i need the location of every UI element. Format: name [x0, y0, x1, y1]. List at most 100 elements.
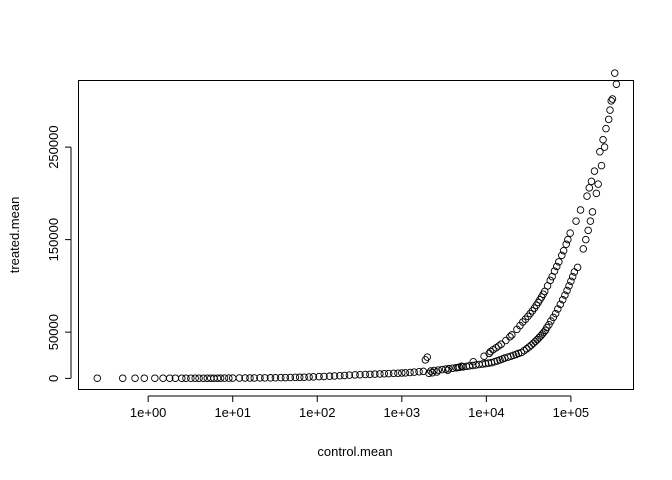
- y-tick-label: 150000: [46, 218, 61, 261]
- data-point: [356, 370, 364, 379]
- data-points: [93, 69, 621, 382]
- data-point: [225, 374, 233, 382]
- data-point: [394, 369, 402, 377]
- data-point: [380, 370, 389, 378]
- data-point: [545, 320, 553, 329]
- data-point: [410, 368, 418, 376]
- data-point: [325, 372, 334, 380]
- x-tick-label: 1e+00: [130, 405, 167, 420]
- data-point: [330, 372, 339, 380]
- plot-frame: [78, 80, 634, 390]
- data-point: [525, 343, 533, 351]
- data-point: [547, 317, 555, 325]
- data-point: [562, 240, 570, 248]
- data-point: [457, 362, 466, 370]
- data-point: [315, 372, 323, 381]
- x-tick-label: 1e+03: [384, 405, 421, 420]
- data-point: [494, 342, 503, 350]
- data-point: [425, 369, 433, 378]
- data-point: [309, 373, 318, 381]
- data-point: [480, 352, 488, 360]
- data-point: [522, 345, 531, 353]
- data-point: [182, 374, 190, 382]
- data-point: [398, 369, 406, 377]
- data-point: [131, 374, 139, 382]
- data-point: [159, 374, 167, 382]
- data-point: [433, 368, 441, 376]
- x-tick-label: 1e+01: [214, 405, 251, 420]
- data-point: [93, 374, 102, 382]
- data-point: [241, 374, 249, 382]
- data-point: [389, 369, 398, 378]
- data-point: [140, 374, 149, 382]
- data-point: [428, 369, 437, 377]
- data-point: [256, 374, 264, 382]
- y-tick-label: 50000: [46, 314, 61, 350]
- x-axis-label: control.mean: [317, 444, 392, 459]
- data-point: [216, 374, 225, 382]
- x-axis: 1e+00 1e+01 1e+02 1e+03 1e+04 1e+05: [130, 395, 590, 420]
- data-point: [118, 374, 127, 382]
- data-point: [594, 180, 602, 188]
- data-point: [608, 95, 617, 103]
- x-tick-label: 1e+02: [299, 405, 336, 420]
- data-point: [610, 69, 619, 77]
- data-point: [587, 177, 596, 186]
- y-tick-label: 250000: [46, 125, 61, 168]
- data-point: [546, 276, 555, 285]
- data-point: [320, 372, 328, 381]
- data-point: [573, 263, 582, 272]
- data-point: [585, 184, 594, 192]
- data-point: [519, 318, 527, 326]
- data-point: [597, 161, 606, 170]
- data-point: [555, 258, 563, 266]
- data-point: [361, 370, 370, 379]
- data-point: [561, 291, 569, 299]
- data-point: [415, 367, 423, 376]
- y-axis-label: treated.mean: [7, 197, 22, 274]
- data-point: [508, 331, 516, 339]
- data-point: [291, 373, 300, 382]
- data-point: [295, 373, 304, 382]
- data-point: [558, 296, 567, 304]
- data-point: [588, 208, 597, 216]
- data-point: [583, 192, 591, 200]
- data-point: [266, 374, 275, 382]
- data-point: [504, 353, 512, 361]
- data-point: [556, 300, 565, 309]
- data-point: [568, 272, 577, 281]
- data-point: [502, 336, 510, 345]
- data-point: [599, 135, 607, 144]
- data-point: [235, 374, 244, 382]
- x-tick-label: 1e+04: [468, 405, 505, 420]
- data-point: [486, 347, 495, 356]
- data-point: [445, 364, 453, 373]
- data-point: [261, 374, 269, 382]
- data-point: [564, 235, 572, 244]
- data-point: [550, 267, 559, 275]
- data-point: [366, 370, 374, 379]
- data-point: [277, 373, 285, 382]
- data-point: [281, 373, 290, 382]
- data-point: [552, 262, 561, 271]
- y-axis: 0 50000 150000 250000: [46, 125, 72, 382]
- x-tick-label: 1e+05: [553, 405, 590, 420]
- data-point: [592, 189, 601, 198]
- data-point: [584, 226, 592, 235]
- data-point: [607, 97, 615, 105]
- data-point: [165, 374, 174, 382]
- data-point: [286, 373, 295, 382]
- data-point: [520, 346, 528, 355]
- data-point: [423, 353, 432, 361]
- data-point: [612, 80, 621, 88]
- data-point: [187, 374, 195, 382]
- data-point: [220, 374, 229, 382]
- data-point: [549, 313, 558, 322]
- data-point: [478, 360, 487, 368]
- data-point: [506, 333, 514, 341]
- data-point: [444, 366, 452, 375]
- data-point: [527, 341, 536, 349]
- data-point: [469, 358, 478, 366]
- data-point: [586, 217, 595, 225]
